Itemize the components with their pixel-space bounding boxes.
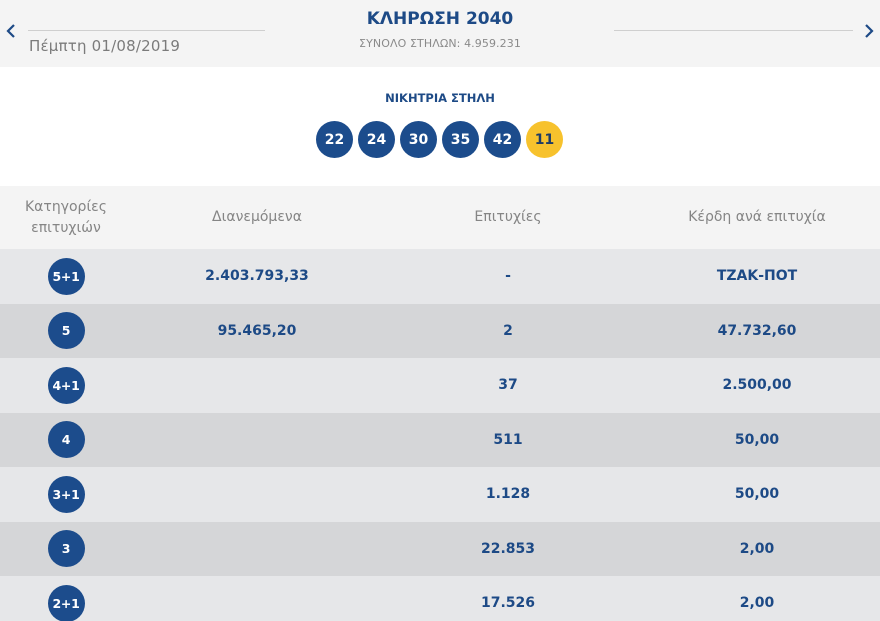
header-distributed: Διανεμόμενα <box>212 209 302 225</box>
header-categories-line1: Κατηγορίες <box>25 198 107 215</box>
results-table-body: 5+1 2.403.793,33 - ΤΖΑΚ-ΠΟΤ 5 95.465,20 … <box>0 249 880 621</box>
distributed-amount <box>160 467 354 522</box>
distributed-amount <box>160 358 354 413</box>
winning-column-section: ΝΙΚΗΤΡΙΑ ΣΤΗΛΗ 22 24 30 35 42 11 <box>0 67 880 186</box>
winning-number-ball: 22 <box>316 121 353 158</box>
table-row: 3 22.853 2,00 <box>0 521 880 577</box>
category-badge: 4+1 <box>47 366 85 404</box>
draw-navigation-bar: Πέμπτη 01/08/2019 ΚΛΗΡΩΣΗ 2040 ΣΥΝΟΛΟ ΣΤ… <box>0 0 880 67</box>
table-row: 4+1 37 2.500,00 <box>0 358 880 413</box>
draw-title: ΚΛΗΡΩΣΗ 2040 <box>366 9 514 29</box>
divider-left <box>28 30 265 31</box>
winners-count: 2 <box>503 322 513 339</box>
bonus-number-ball: 11 <box>526 121 563 158</box>
results-table-header: Κατηγορίες επιτυχιών Διανεμόμενα Επιτυχί… <box>0 186 880 249</box>
category-badge: 5+1 <box>47 257 85 295</box>
category-badge: 3 <box>47 530 85 568</box>
prize-amount: 50,00 <box>734 486 780 503</box>
prize-amount: 2,00 <box>739 540 775 557</box>
total-columns: ΣΥΝΟΛΟ ΣΤΗΛΩΝ: 4.959.231 <box>359 37 521 50</box>
winning-column-label: ΝΙΚΗΤΡΙΑ ΣΤΗΛΗ <box>385 91 495 105</box>
chevron-right-icon <box>865 24 874 38</box>
winning-number-ball: 30 <box>400 121 437 158</box>
prize-amount: 2,00 <box>739 595 775 612</box>
category-badge: 2+1 <box>47 584 85 621</box>
prize-amount: 47.732,60 <box>717 322 797 339</box>
winning-number-ball: 24 <box>358 121 395 158</box>
winners-count: - <box>505 268 511 285</box>
table-row: 2+1 17.526 2,00 <box>0 576 880 621</box>
table-row: 4 511 50,00 <box>0 412 880 468</box>
table-row: 3+1 1.128 50,00 <box>0 467 880 522</box>
draw-date: Πέμπτη 01/08/2019 <box>29 37 181 55</box>
table-row: 5 95.465,20 2 47.732,60 <box>0 303 880 358</box>
winners-count: 1.128 <box>485 486 531 503</box>
prize-amount: 50,00 <box>734 431 780 448</box>
distributed-amount <box>160 413 354 468</box>
winning-number-ball: 35 <box>442 121 479 158</box>
category-badge: 3+1 <box>47 475 85 513</box>
prize-amount: ΤΖΑΚ-ΠΟΤ <box>716 268 798 285</box>
winners-count: 37 <box>498 377 518 394</box>
category-badge: 4 <box>47 421 85 459</box>
next-draw-button[interactable] <box>861 20 877 42</box>
winning-numbers: 22 24 30 35 42 11 <box>316 121 563 158</box>
distributed-amount: 95.465,20 <box>217 322 297 339</box>
distributed-amount: 2.403.793,33 <box>205 268 309 285</box>
previous-draw-button[interactable] <box>3 20 19 42</box>
winners-count: 511 <box>493 431 523 448</box>
winning-number-ball: 42 <box>484 121 521 158</box>
divider-right <box>614 30 853 31</box>
chevron-left-icon <box>6 24 15 38</box>
header-categories: Κατηγορίες επιτυχιών <box>0 186 132 249</box>
winners-count: 22.853 <box>480 540 536 557</box>
table-row: 5+1 2.403.793,33 - ΤΖΑΚ-ΠΟΤ <box>0 249 880 304</box>
distributed-amount <box>160 576 354 621</box>
header-winners: Επιτυχίες <box>474 209 542 225</box>
header-categories-line2: επιτυχιών <box>31 219 101 236</box>
prize-amount: 2.500,00 <box>722 377 792 394</box>
header-prize-per-winner: Κέρδη ανά επιτυχία <box>688 209 826 225</box>
winners-count: 17.526 <box>480 595 536 612</box>
category-badge: 5 <box>47 312 85 350</box>
distributed-amount <box>160 522 354 577</box>
